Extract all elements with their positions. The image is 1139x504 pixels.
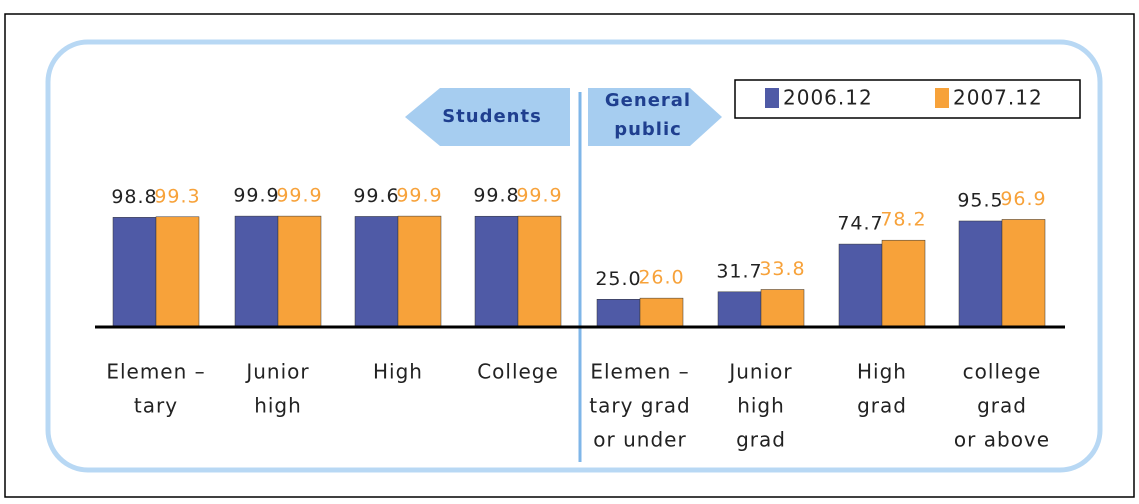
x-tick-label: High <box>373 360 423 384</box>
bar <box>1001 219 1046 328</box>
x-tick-label: High <box>857 360 907 384</box>
bar <box>838 243 883 328</box>
bar <box>277 215 322 328</box>
group-label: public <box>614 119 682 140</box>
x-tick-label: or above <box>954 428 1050 452</box>
x-tick-label: high <box>254 394 302 418</box>
x-tick-label: Elemen – <box>590 360 689 384</box>
x-tick-label: grad <box>736 428 786 452</box>
group-label: General <box>605 90 691 111</box>
x-tick-label: Junior <box>727 360 792 384</box>
x-tick-label: grad <box>977 394 1027 418</box>
value-label: 25.0 <box>595 268 641 290</box>
value-label: 96.9 <box>1000 188 1046 210</box>
legend-swatch <box>935 88 949 108</box>
value-label: 99.9 <box>276 185 322 207</box>
bar <box>596 299 641 328</box>
bar <box>397 215 442 328</box>
bar <box>234 215 279 328</box>
bar <box>881 239 926 328</box>
value-label: 98.8 <box>111 186 157 208</box>
panel-border <box>45 39 1103 473</box>
bar <box>112 217 157 328</box>
x-tick-label: tary grad <box>589 394 690 418</box>
bar <box>639 297 684 328</box>
value-label: 78.2 <box>880 209 926 231</box>
value-label: 99.8 <box>473 185 519 207</box>
x-tick-label: college <box>963 360 1042 384</box>
legend <box>734 79 1081 119</box>
x-tick-label: high <box>737 394 785 418</box>
group-label: Students <box>442 106 542 127</box>
value-label: 95.5 <box>957 189 1003 211</box>
x-tick-label: tary <box>134 394 178 418</box>
x-tick-label: Junior <box>244 360 309 384</box>
x-tick-label: College <box>477 360 559 384</box>
value-label: 99.3 <box>154 185 200 207</box>
bar <box>517 215 562 328</box>
value-label: 99.9 <box>396 185 442 207</box>
value-label: 33.8 <box>759 258 805 280</box>
bar <box>354 216 399 328</box>
bar <box>155 216 200 328</box>
bar <box>474 215 519 328</box>
students-arrow <box>405 88 570 146</box>
bar <box>958 220 1003 328</box>
public-arrow <box>588 88 722 146</box>
bar <box>717 291 762 328</box>
legend-swatch <box>765 88 779 108</box>
value-label: 99.6 <box>353 185 399 207</box>
value-label: 99.9 <box>516 185 562 207</box>
value-label: 26.0 <box>638 267 684 289</box>
legend-label: 2007.12 <box>953 86 1043 110</box>
value-label: 99.9 <box>233 185 279 207</box>
value-label: 74.7 <box>837 213 883 235</box>
x-tick-label: Elemen – <box>106 360 205 384</box>
bar <box>760 289 805 328</box>
x-tick-label: or under <box>593 428 686 452</box>
legend-label: 2006.12 <box>783 86 873 110</box>
value-label: 31.7 <box>716 260 762 282</box>
x-tick-label: grad <box>857 394 907 418</box>
